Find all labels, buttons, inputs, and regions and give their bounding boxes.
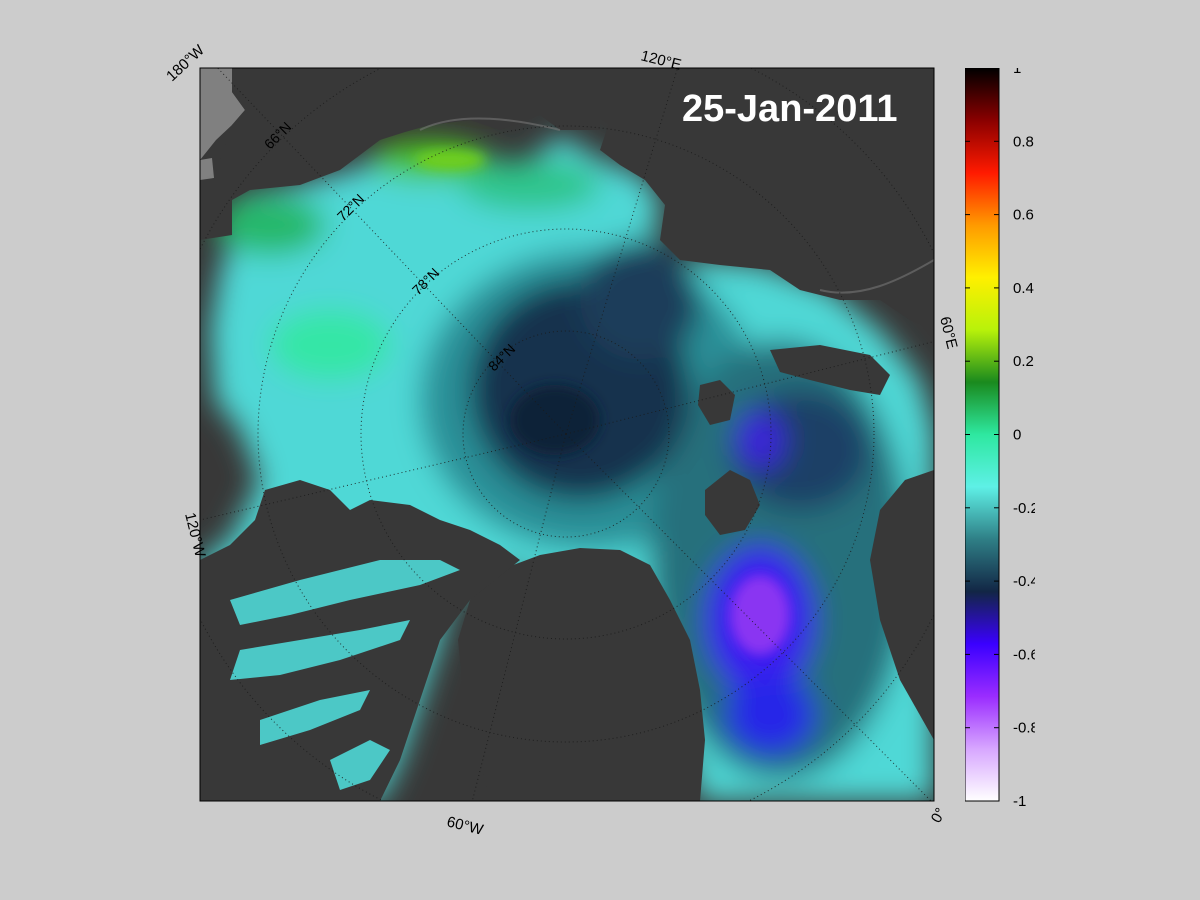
positive-anomaly-region <box>270 310 390 380</box>
meridian-line <box>471 433 567 801</box>
map-frame <box>199 67 935 802</box>
scandinavia <box>870 470 934 740</box>
alaska-landmass <box>200 68 600 240</box>
colorbar-tick-label: -1 <box>1013 793 1026 808</box>
lon-label-60e: 60°E <box>936 315 960 351</box>
colorbar-tick-label: 0.6 <box>1013 207 1034 224</box>
novaya-zemlya <box>770 345 890 395</box>
negative-anomaly-region <box>510 385 600 455</box>
map-date-title: 25-Jan-2011 <box>682 88 898 130</box>
svalbard-islands <box>705 470 760 535</box>
negative-anomaly-region <box>580 240 700 360</box>
latitude-circle <box>462 330 670 538</box>
latitude-circle <box>360 228 772 640</box>
eurasia-landmass <box>600 68 934 330</box>
positive-anomaly-region <box>415 150 485 170</box>
colorbar-gradient <box>964 67 1000 802</box>
colorbar: 1 0.8 0.6 0.4 0.2 0 -0.2 -0.4 -0.6 -0.8 -1 <box>964 60 1039 810</box>
greenland-landmass <box>458 548 705 801</box>
negative-anomaly-region <box>730 575 790 655</box>
coastline-hint <box>419 117 934 294</box>
colorbar-tick-label: 0.4 <box>1013 280 1034 297</box>
latitude-circle <box>257 125 875 743</box>
positive-anomaly-region <box>215 195 325 255</box>
colorbar-graphic: 1 0.8 0.6 0.4 0.2 0 -0.2 -0.4 -0.6 -0.8 -1 <box>964 60 1039 810</box>
colorbar-tick-label: 0.2 <box>1013 353 1034 370</box>
positive-anomaly-region <box>460 160 600 210</box>
lon-label-60w: 60°W <box>445 813 486 839</box>
channels <box>230 560 460 790</box>
graticule <box>200 68 934 801</box>
colorbar-tick-label: -0.2 <box>1013 500 1035 517</box>
outside-domain-area <box>200 158 214 182</box>
negative-anomaly-region <box>725 675 815 755</box>
colorbar-tick-label: 1 <box>1013 68 1021 77</box>
colorbar-tick-label: -0.4 <box>1013 573 1035 590</box>
lon-label-0: 0° <box>928 805 950 826</box>
colorbar-tick-label: 0 <box>1013 427 1021 444</box>
colorbar-tick-label: -0.8 <box>1013 720 1035 737</box>
colorbar-tick-label: 0.8 <box>1013 133 1034 150</box>
ocean-highlights <box>415 150 790 655</box>
franz-josef-islands <box>698 380 735 425</box>
meridian-line <box>565 433 932 801</box>
negative-anomaly-region <box>735 410 785 470</box>
meridian-line <box>565 340 934 435</box>
outside-domain-area <box>200 68 245 160</box>
colorbar-tick-label: -0.6 <box>1013 646 1035 663</box>
